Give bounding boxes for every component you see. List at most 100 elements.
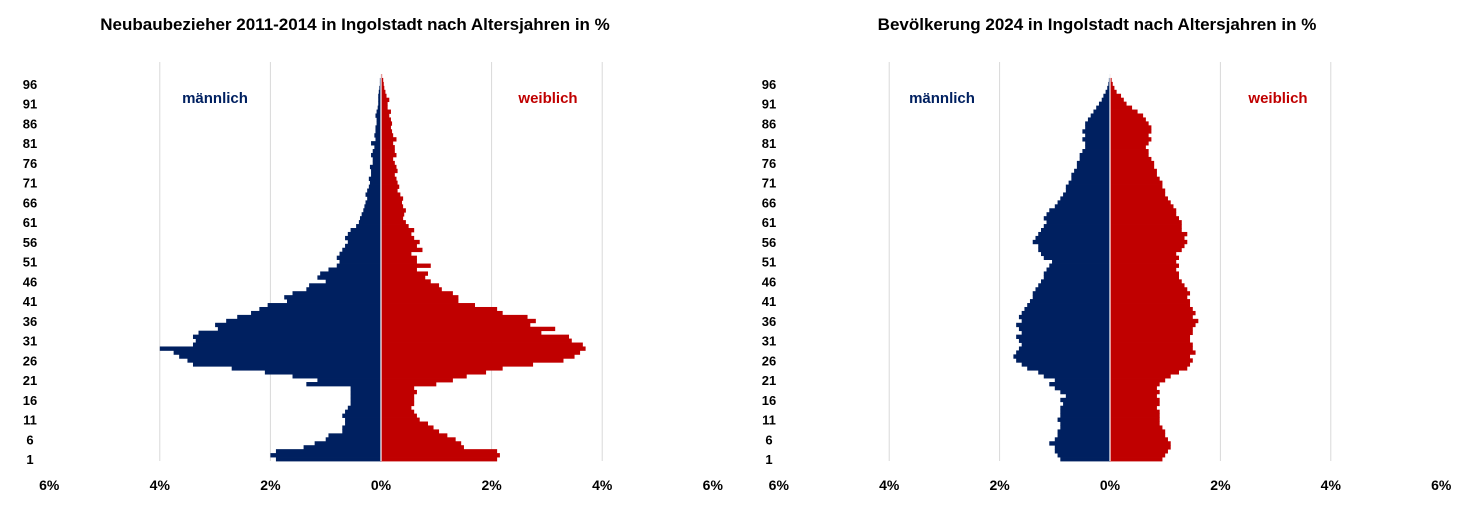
bar-maennlich xyxy=(1052,259,1110,264)
bar-weiblich xyxy=(381,303,476,308)
bar-weiblich xyxy=(1110,145,1146,150)
bar-weiblich xyxy=(381,445,464,450)
bar-weiblich xyxy=(381,425,434,430)
bar-weiblich xyxy=(381,374,467,379)
y-tick-label: 31 xyxy=(23,334,37,349)
bar-weiblich xyxy=(1110,200,1171,205)
bar-weiblich xyxy=(1110,366,1188,371)
bar-weiblich xyxy=(381,224,409,229)
bar-weiblich xyxy=(381,204,404,209)
bar-maennlich xyxy=(1060,397,1110,403)
bar-weiblich xyxy=(381,453,500,458)
bar-weiblich xyxy=(1110,93,1122,99)
bar-weiblich xyxy=(1110,413,1160,418)
bar-maennlich xyxy=(342,247,381,253)
bar-maennlich xyxy=(1054,437,1110,442)
bar-maennlich xyxy=(342,425,381,430)
bar-maennlich xyxy=(1046,267,1110,272)
bar-weiblich xyxy=(1110,235,1185,241)
bar-maennlich xyxy=(1038,247,1110,253)
bar-maennlich xyxy=(1032,291,1110,296)
bar-maennlich xyxy=(361,212,381,217)
bar-maennlich xyxy=(1082,137,1110,142)
bar-weiblich xyxy=(1110,172,1157,178)
bar-maennlich xyxy=(1018,346,1110,351)
bar-weiblich xyxy=(1110,374,1171,379)
y-tick-label: 96 xyxy=(23,77,37,92)
bar-weiblich xyxy=(381,156,394,162)
bar-weiblich xyxy=(1110,271,1179,276)
bar-weiblich xyxy=(381,176,397,182)
bar-maennlich xyxy=(215,322,381,328)
bar-weiblich xyxy=(381,184,400,189)
bar-weiblich xyxy=(1110,303,1191,308)
bar-weiblich xyxy=(381,89,386,95)
bar-weiblich xyxy=(381,389,417,395)
bar-maennlich xyxy=(347,231,381,237)
bar-maennlich xyxy=(1071,172,1110,178)
bar-weiblich xyxy=(1110,334,1191,339)
bar-weiblich xyxy=(381,350,581,355)
bar-maennlich xyxy=(267,303,381,308)
bar-weiblich xyxy=(1110,152,1149,158)
bar-maennlich xyxy=(342,429,381,434)
bar-maennlich xyxy=(369,180,381,185)
bar-weiblich xyxy=(1110,188,1166,193)
bar-maennlich xyxy=(251,310,381,316)
bar-weiblich xyxy=(1110,306,1193,312)
bar-weiblich xyxy=(1110,429,1166,434)
bar-weiblich xyxy=(381,141,394,146)
bar-maennlich xyxy=(372,160,381,166)
y-tick-label: 86 xyxy=(23,116,37,131)
bar-maennlich xyxy=(371,172,381,178)
bar-maennlich xyxy=(1029,299,1110,304)
y-tick-label: 56 xyxy=(762,235,776,250)
bar-maennlich xyxy=(1103,93,1110,99)
y-tick-label: 61 xyxy=(762,215,776,230)
bar-maennlich xyxy=(1108,81,1110,87)
bar-maennlich xyxy=(1016,322,1110,328)
bar-maennlich xyxy=(1018,326,1110,332)
x-tick-label: 0% xyxy=(371,477,392,493)
bar-maennlich xyxy=(350,389,381,395)
bar-weiblich xyxy=(381,180,398,185)
bar-maennlich xyxy=(328,267,381,272)
y-tick-label: 26 xyxy=(23,353,37,368)
bar-maennlich xyxy=(376,121,381,126)
bar-weiblich xyxy=(1110,137,1152,142)
bar-maennlich xyxy=(1063,192,1110,197)
bar-weiblich xyxy=(1110,445,1171,450)
bar-weiblich xyxy=(381,101,388,106)
bar-maennlich xyxy=(345,409,381,415)
bar-maennlich xyxy=(1085,133,1110,138)
label-weiblich: weiblich xyxy=(1247,90,1307,107)
bar-weiblich xyxy=(1110,184,1163,189)
bar-weiblich xyxy=(1110,295,1188,300)
bar-maennlich xyxy=(1054,204,1110,209)
y-tick-label: 81 xyxy=(23,136,37,151)
bar-maennlich xyxy=(1057,429,1110,434)
y-tick-label: 91 xyxy=(23,97,37,112)
bar-maennlich xyxy=(1024,306,1110,312)
bar-maennlich xyxy=(350,385,381,391)
y-tick-label: 46 xyxy=(762,274,776,289)
y-tick-label: 76 xyxy=(762,156,776,171)
bar-weiblich xyxy=(381,405,412,411)
bar-maennlich xyxy=(1057,433,1110,438)
bar-weiblich xyxy=(1110,326,1193,332)
bar-maennlich xyxy=(306,382,381,387)
bar-weiblich xyxy=(381,397,415,403)
y-tick-label: 16 xyxy=(23,393,37,408)
bar-maennlich xyxy=(345,243,381,249)
bar-maennlich xyxy=(192,342,381,347)
x-tick-label: 6% xyxy=(769,477,790,493)
bar-weiblich xyxy=(381,433,448,438)
y-tick-label: 31 xyxy=(762,334,776,349)
x-tick-label: 0% xyxy=(1100,477,1121,493)
bar-maennlich xyxy=(339,259,381,264)
bar-maennlich xyxy=(1046,212,1110,217)
bar-weiblich xyxy=(1110,397,1160,403)
bar-weiblich xyxy=(1110,342,1193,347)
bar-maennlich xyxy=(1087,117,1110,122)
bar-weiblich xyxy=(381,342,583,347)
